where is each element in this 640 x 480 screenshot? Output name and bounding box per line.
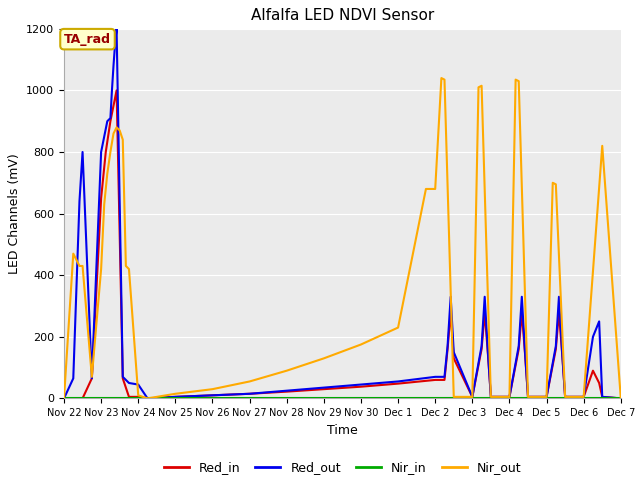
Y-axis label: LED Channels (mV): LED Channels (mV) <box>8 153 20 274</box>
Title: Alfalfa LED NDVI Sensor: Alfalfa LED NDVI Sensor <box>251 9 434 24</box>
Text: TA_rad: TA_rad <box>64 33 111 46</box>
X-axis label: Time: Time <box>327 424 358 437</box>
Legend: Red_in, Red_out, Nir_in, Nir_out: Red_in, Red_out, Nir_in, Nir_out <box>159 456 526 480</box>
